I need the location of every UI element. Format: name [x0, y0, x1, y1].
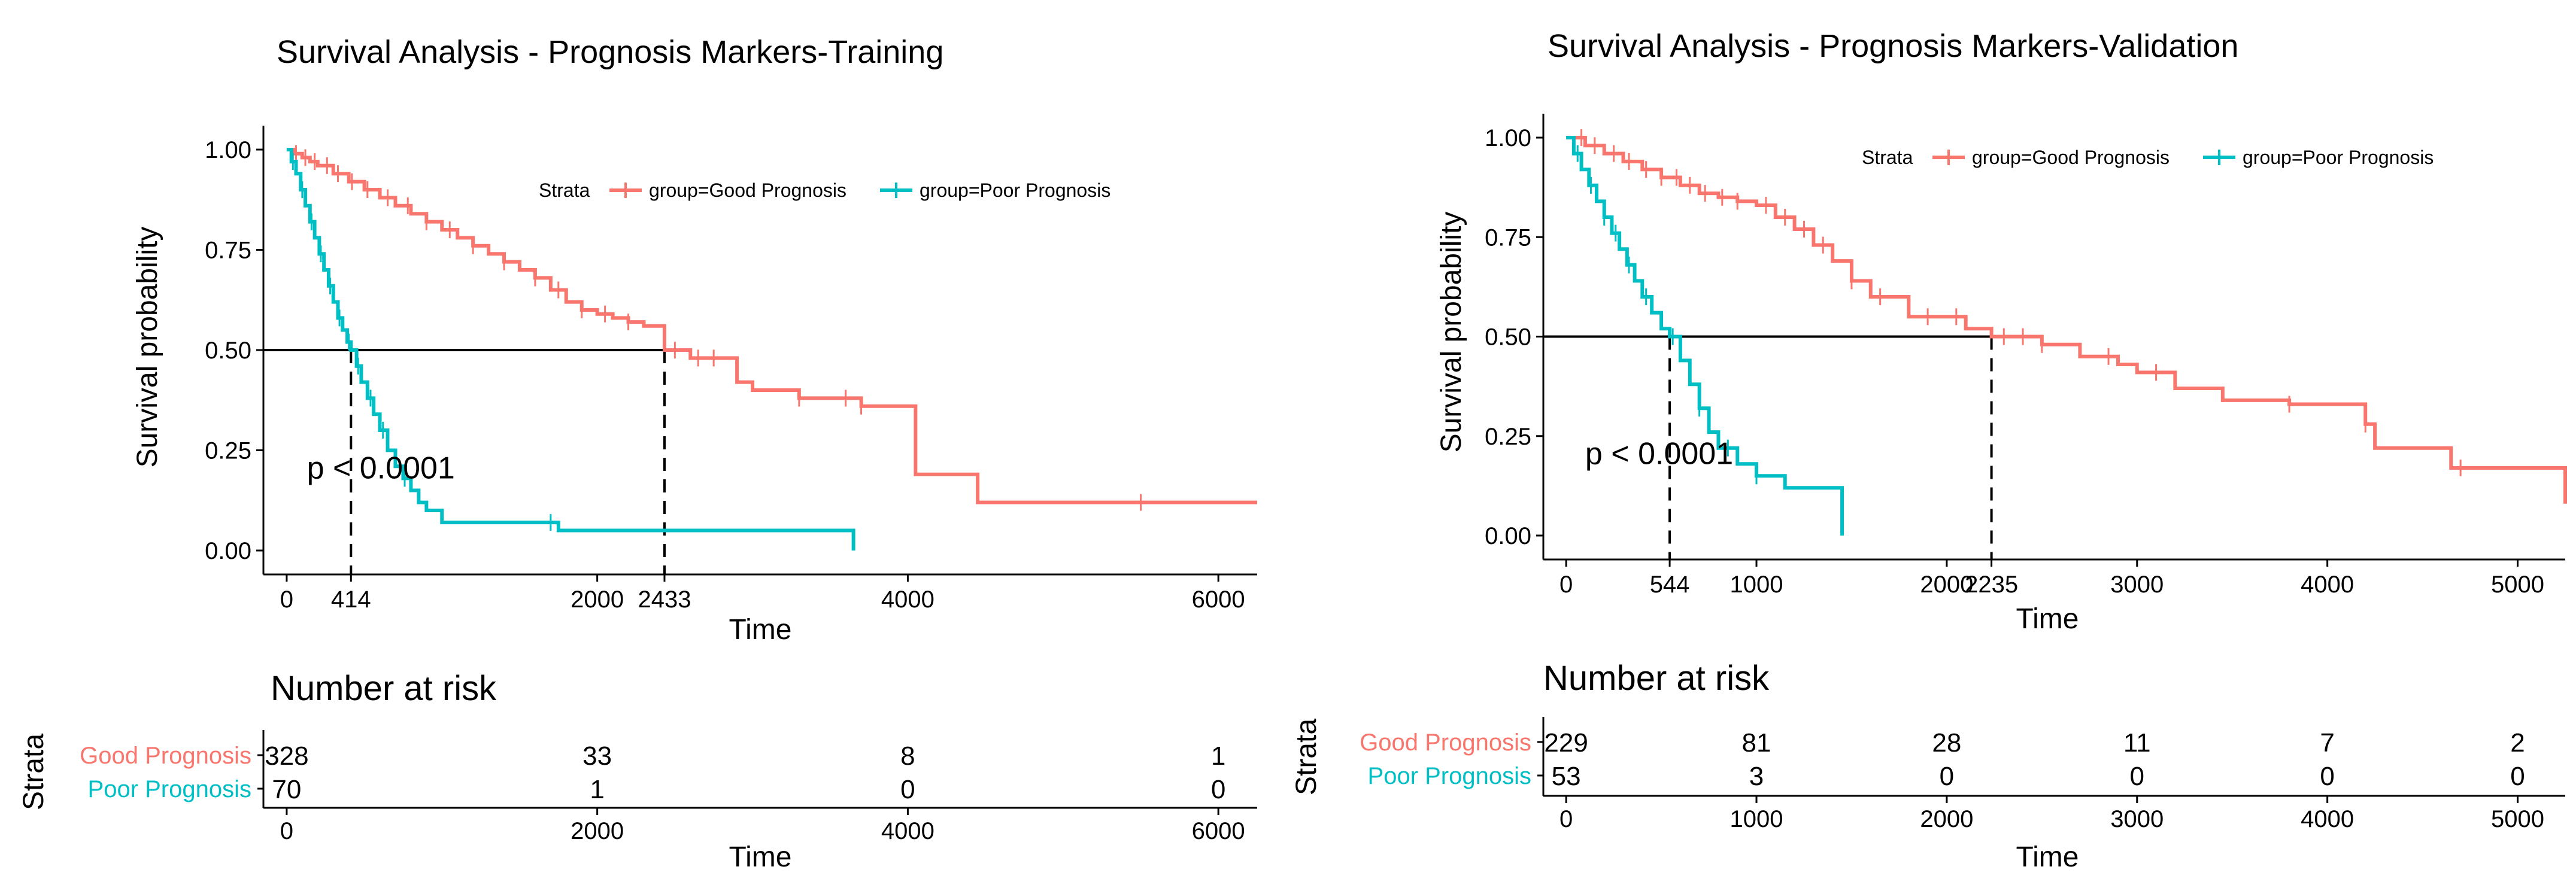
- y-tick-label: 1.00: [205, 137, 251, 163]
- validation-title: Survival Analysis - Prognosis Markers-Va…: [1548, 28, 2238, 64]
- x-tick-label: 2433: [638, 586, 691, 613]
- validation-risk-title: Number at risk: [1543, 659, 1770, 698]
- x-tick-label: 0: [280, 586, 293, 613]
- risk-x-tick-label: 1000: [1730, 806, 1783, 832]
- risk-count: 0: [2130, 762, 2144, 791]
- risk-count: 0: [900, 775, 915, 804]
- risk-count: 1: [1211, 741, 1225, 771]
- risk-x-tick-label: 2000: [571, 818, 624, 844]
- poor-prognosis-curve: [1566, 136, 1844, 536]
- y-tick-label: 0.00: [1485, 523, 1531, 549]
- validation-risk-x-label: Time: [2016, 841, 2079, 873]
- x-tick-label: 2235: [1965, 571, 2018, 598]
- legend-entry: group=Good Prognosis: [1972, 147, 2170, 168]
- risk-x-tick-label: 4000: [2301, 806, 2354, 832]
- y-tick-label: 0.25: [1485, 424, 1531, 450]
- y-tick-label: 0.00: [205, 538, 251, 564]
- training-x-axis-label: Time: [729, 614, 792, 646]
- y-tick-label: 0.50: [205, 337, 251, 364]
- x-tick-label: 544: [1650, 571, 1690, 598]
- x-tick-label: 414: [331, 586, 371, 613]
- training-risk-table: Good Prognosis 328 33 8 1 Poor Prognosis 70 1 0 0…: [80, 730, 1257, 844]
- legend-entry: group=Poor Prognosis: [920, 180, 1110, 201]
- risk-count: 8: [900, 741, 915, 771]
- x-tick-label: 2000: [1920, 571, 1973, 598]
- validation-panel: Survival Analysis - Prognosis Markers-Va…: [1291, 28, 2567, 873]
- poor-prognosis-curve: [286, 148, 855, 551]
- risk-x-tick-label: 5000: [2491, 806, 2544, 832]
- validation-x-axis-label: Time: [2016, 603, 2079, 635]
- training-km-plot: 0.00 0.25 0.50 0.75 1.00 0 414 2000 2433 4000 6000…: [205, 126, 1257, 613]
- risk-x-tick-label: 0: [280, 818, 293, 844]
- risk-count: 0: [1940, 762, 1954, 791]
- risk-count: 11: [2123, 728, 2151, 758]
- risk-count: 33: [582, 741, 612, 771]
- x-tick-label: 6000: [1192, 586, 1245, 613]
- x-tick-label: 4000: [2301, 571, 2354, 598]
- good-prognosis-curve: [286, 148, 1257, 504]
- legend-title: Strata: [1862, 147, 1913, 168]
- risk-row-label-good: Good Prognosis: [1360, 729, 1531, 756]
- risk-count: 328: [265, 741, 308, 771]
- training-y-axis-label: Survival probability: [132, 227, 163, 468]
- good-prognosis-curve: [1566, 136, 2567, 504]
- risk-row-label-good: Good Prognosis: [80, 743, 251, 769]
- y-tick-label: 0.25: [205, 438, 251, 464]
- training-risk-x-label: Time: [729, 841, 792, 873]
- training-risk-strata-label: Strata: [18, 734, 50, 810]
- x-tick-label: 4000: [881, 586, 934, 613]
- risk-count: 7: [2320, 728, 2334, 758]
- risk-count: 0: [1211, 775, 1225, 804]
- risk-count: 229: [1544, 728, 1588, 758]
- y-tick-label: 0.75: [205, 238, 251, 264]
- risk-count: 70: [272, 775, 301, 804]
- risk-count: 0: [2320, 762, 2334, 791]
- training-panel: Survival Analysis - Prognosis Markers-Tr…: [18, 34, 1257, 873]
- risk-x-tick-label: 0: [1559, 806, 1573, 832]
- risk-count: 81: [1742, 728, 1771, 758]
- x-tick-label: 3000: [2110, 571, 2164, 598]
- risk-count: 2: [2510, 728, 2525, 758]
- risk-count: 28: [1932, 728, 1961, 758]
- risk-row-label-poor: Poor Prognosis: [88, 776, 251, 802]
- validation-risk-table: Good Prognosis 229 81 28 11 7 2 Poor Prognosis 5…: [1360, 717, 2565, 832]
- risk-count: 3: [1749, 762, 1764, 791]
- legend-title: Strata: [539, 180, 590, 201]
- risk-x-tick-label: 4000: [881, 818, 934, 844]
- p-value-label: p < 0.0001: [307, 451, 455, 485]
- training-title: Survival Analysis - Prognosis Markers-Tr…: [277, 34, 943, 70]
- risk-x-tick-label: 6000: [1192, 818, 1245, 844]
- risk-count: 0: [2510, 762, 2525, 791]
- x-tick-label: 0: [1559, 571, 1573, 598]
- risk-x-tick-label: 2000: [1920, 806, 1973, 832]
- legend-entry: group=Poor Prognosis: [2243, 147, 2434, 168]
- p-value-label: p < 0.0001: [1585, 436, 1733, 471]
- risk-count: 1: [590, 775, 604, 804]
- training-risk-title: Number at risk: [271, 669, 497, 708]
- risk-row-label-poor: Poor Prognosis: [1368, 763, 1531, 789]
- y-tick-label: 0.50: [1485, 324, 1531, 351]
- validation-risk-strata-label: Strata: [1291, 719, 1322, 795]
- x-tick-label: 5000: [2491, 571, 2544, 598]
- risk-x-tick-label: 3000: [2110, 806, 2164, 832]
- y-tick-label: 0.75: [1485, 224, 1531, 251]
- x-tick-label: 2000: [571, 586, 624, 613]
- x-tick-label: 1000: [1730, 571, 1783, 598]
- risk-count: 53: [1552, 762, 1581, 791]
- y-tick-label: 1.00: [1485, 125, 1531, 151]
- legend-entry: group=Good Prognosis: [649, 180, 846, 201]
- validation-y-axis-label: Survival probability: [1436, 212, 1467, 453]
